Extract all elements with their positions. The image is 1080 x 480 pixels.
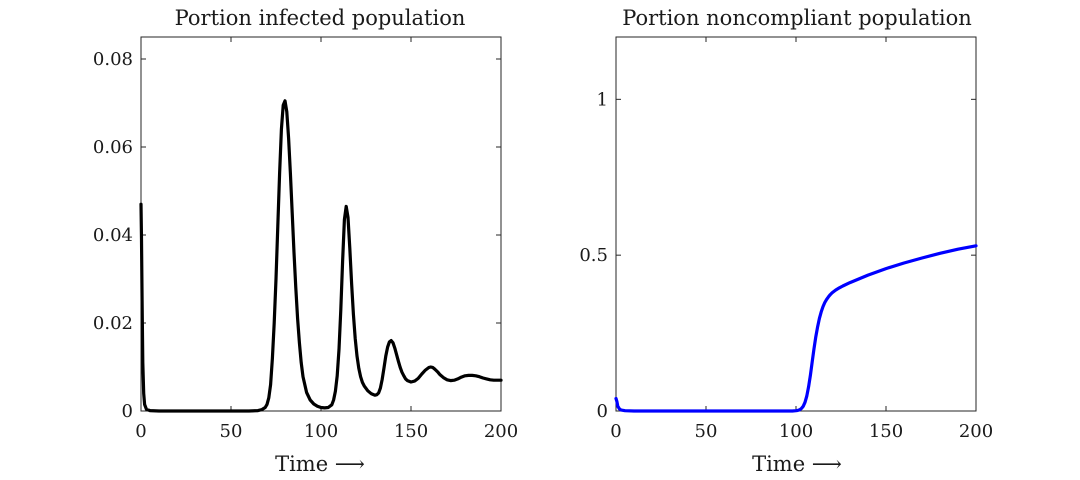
noncompliant-x-axis-label: Time ⟶ [752,452,842,476]
noncompliant-x-tick-label: 200 [959,421,993,442]
noncompliant-series-group [614,244,978,413]
infected-x-tick-label: 150 [394,421,428,442]
infected-tick-group: 0 50 100 150 200 0 0.02 0.04 0.06 0.08 [93,37,518,442]
infected-y-tick-label: 0 [122,401,133,422]
noncompliant-y-tick-label: 0 [597,401,608,422]
noncompliant-chart-title: Portion noncompliant population [622,6,972,30]
infected-chart-title: Portion infected population [175,6,466,30]
infected-y-tick-label: 0.04 [93,225,133,246]
infected-y-tick-label: 0.02 [93,313,133,334]
noncompliant-tick-group: 0 50 100 150 200 0 0.5 1 [579,37,993,442]
infected-chart: Portion infected population 0 50 100 150 200… [93,6,518,476]
infected-y-tick-label: 0.08 [93,49,133,70]
noncompliant-y-tick-label: 0.5 [579,245,608,266]
noncompliant-x-tick-label: 100 [779,421,813,442]
noncompliant-x-tick-label: 50 [695,421,718,442]
infected-x-axis-label: Time ⟶ [275,452,365,476]
infected-series-group [139,99,503,413]
infected-y-tick-label: 0.06 [93,137,133,158]
noncompliant-x-tick-label: 0 [610,421,621,442]
infected-series-line [139,99,503,413]
noncompliant-x-tick-label: 150 [869,421,903,442]
infected-x-tick-label: 200 [484,421,518,442]
infected-x-tick-label: 0 [135,421,146,442]
infected-x-tick-label: 50 [220,421,243,442]
noncompliant-series-line [614,244,978,413]
noncompliant-chart: Portion noncompliant population 0 50 100 15… [579,6,993,476]
noncompliant-y-tick-label: 1 [597,89,608,110]
infected-x-tick-label: 100 [304,421,338,442]
